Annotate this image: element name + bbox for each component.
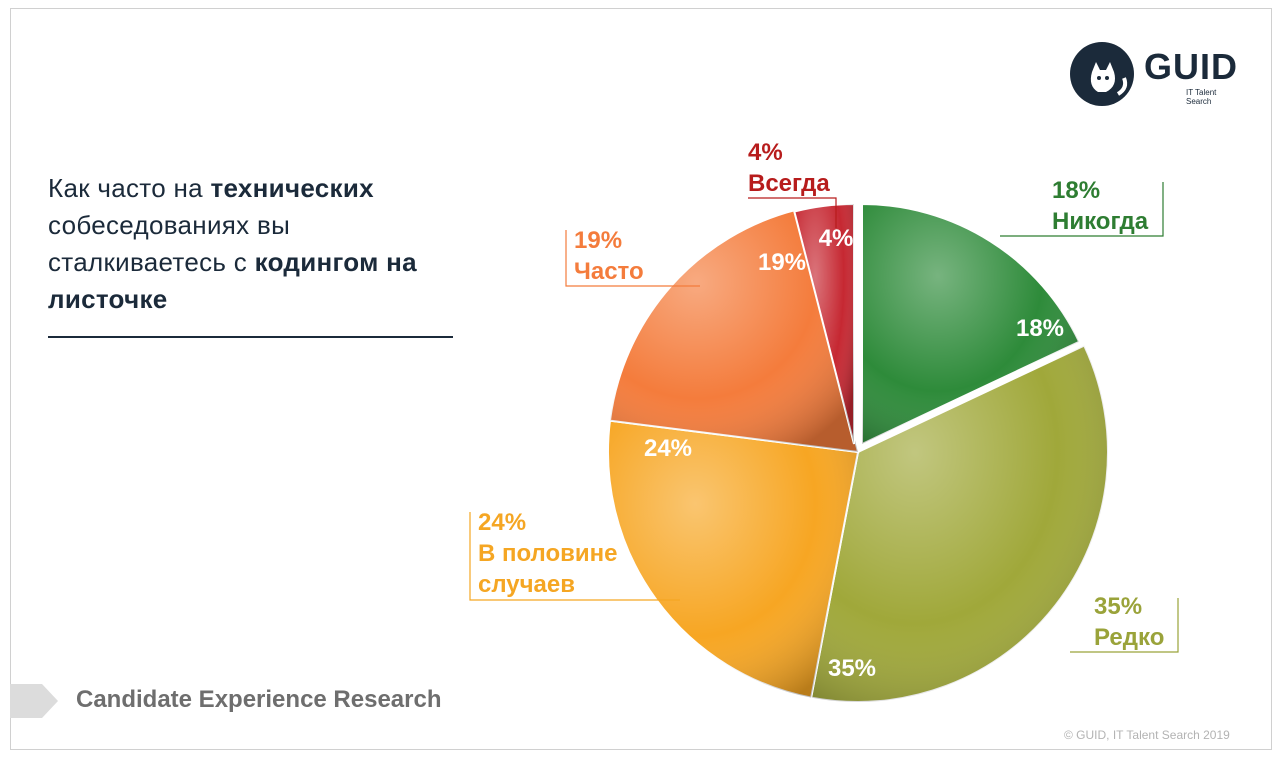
pie-slice-shade-1: [811, 345, 1108, 702]
title-bold-2: кодингом на листочке: [48, 247, 417, 314]
title-bold-1: технических: [210, 173, 374, 203]
callout-category-label: Никогда: [1052, 208, 1149, 235]
cat-logo-icon: [1070, 42, 1134, 106]
footer-label: Candidate Experience Research: [76, 686, 442, 713]
callout-percent: 4%: [748, 139, 783, 166]
logo-subtitle: IT Talent Search: [1186, 88, 1217, 106]
callout-leader-line: [565, 230, 700, 287]
callout-leader-line: [1000, 182, 1164, 237]
callout-percent: 35%: [1094, 593, 1142, 620]
footer-arrow-icon: [10, 684, 58, 718]
slice-percent-label: 19%: [758, 249, 806, 276]
slice-percent-label: 35%: [828, 655, 876, 682]
title-divider: [48, 336, 453, 338]
callout-category-label: случаев: [478, 571, 575, 598]
callout-leader-line: [1070, 598, 1179, 653]
pie-slice-shade-3: [609, 209, 858, 452]
logo-name: GUID: [1144, 46, 1238, 87]
title-text-2: собеседованиях вы сталкиваетесь с: [48, 210, 291, 277]
callout-leader-line: [469, 512, 680, 601]
callout-category-label: Всегда: [748, 170, 830, 197]
callout-leader-line: [748, 197, 837, 228]
pie-slice-shade-0: [862, 204, 1080, 444]
callout-percent: 18%: [1052, 177, 1100, 204]
guid-logo: GUID IT Talent Search: [1070, 42, 1240, 108]
pie-slice-shade-4: [794, 204, 854, 444]
title-text-1: Как часто на: [48, 173, 211, 203]
callout-category-label: Часто: [574, 258, 644, 285]
slide-frame: [10, 8, 1272, 750]
callout-category-label: Редко: [1094, 624, 1164, 651]
callout-percent: 19%: [574, 227, 622, 254]
chart-question-title: Как часто на технических собеседованиях …: [48, 170, 468, 318]
slice-percent-label: 4%: [819, 225, 854, 252]
slice-percent-label: 18%: [1016, 315, 1064, 342]
callout-percent: 24%: [478, 509, 526, 536]
copyright-text: © GUID, IT Talent Search 2019: [1064, 728, 1230, 742]
callout-category-label: В половине: [478, 540, 618, 567]
pie-slice-shade-2: [608, 420, 858, 698]
slice-percent-label: 24%: [644, 435, 692, 462]
